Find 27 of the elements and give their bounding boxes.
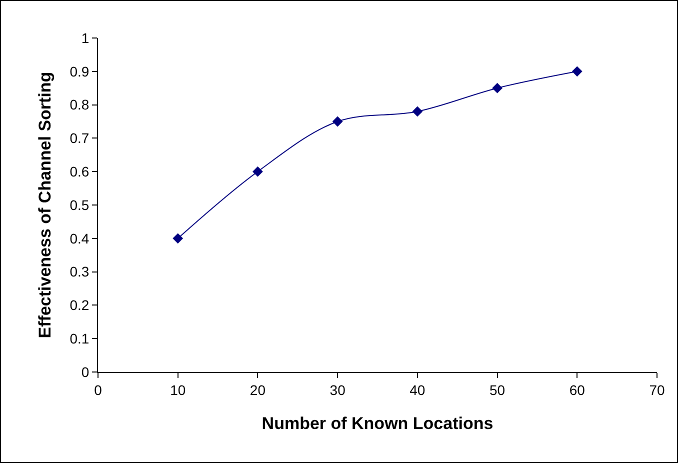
x-tick-label: 50 bbox=[490, 382, 506, 398]
point bbox=[572, 66, 582, 77]
y-tick-label: 0.4 bbox=[70, 230, 90, 246]
x-axis-title: Number of Known Locations bbox=[262, 414, 494, 434]
point bbox=[492, 82, 502, 94]
y-tick-label: 0.6 bbox=[70, 164, 90, 180]
y-tick-label: 0.9 bbox=[70, 63, 90, 80]
y-tick-label: 0 bbox=[81, 364, 90, 380]
y-tick-label: 0.8 bbox=[70, 96, 90, 113]
y-tick-label: 0.2 bbox=[70, 297, 90, 314]
point bbox=[252, 166, 263, 177]
x-tick-label: 30 bbox=[330, 382, 346, 398]
y-tick-label: 1 bbox=[81, 30, 90, 46]
x-tick-label: 10 bbox=[170, 382, 186, 398]
y-axis-title: Effectiveness of Channel Sorting bbox=[35, 72, 54, 338]
x-tick-label: 0 bbox=[94, 382, 102, 398]
point bbox=[332, 116, 343, 127]
x-tick-label: 40 bbox=[410, 382, 426, 398]
y-tick-label: 0.7 bbox=[70, 130, 90, 146]
y-tick-label: 0.3 bbox=[70, 264, 90, 280]
x-tick-label: 70 bbox=[649, 382, 665, 398]
y-tick-label: 0.5 bbox=[70, 196, 90, 213]
point bbox=[172, 233, 184, 244]
x-tick-label: 60 bbox=[569, 382, 586, 398]
y-tick-label: 0.1 bbox=[70, 330, 90, 346]
x-tick-label: 20 bbox=[250, 382, 266, 398]
point bbox=[412, 106, 423, 117]
